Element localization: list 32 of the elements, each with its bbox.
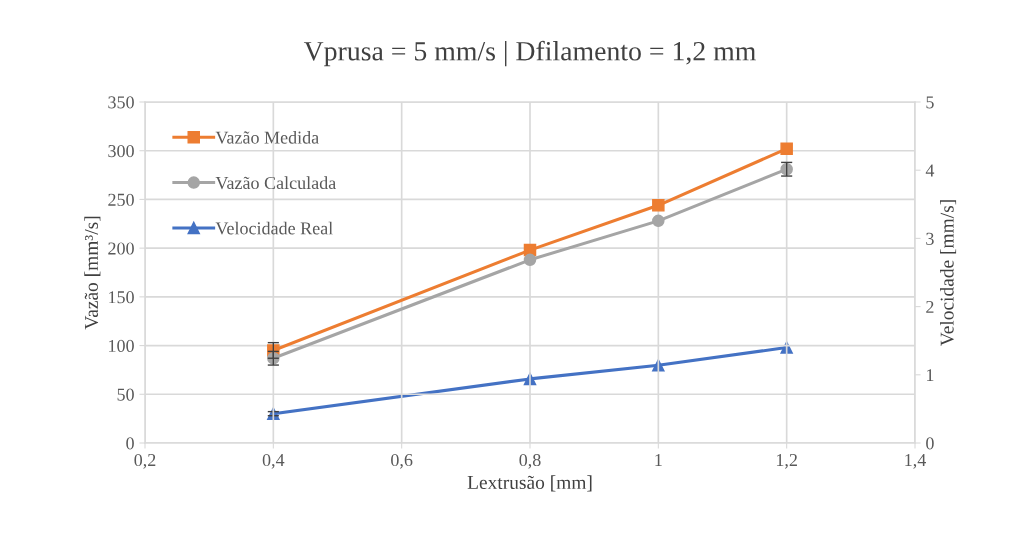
legend-label: Velocidade Real	[215, 221, 333, 235]
point	[523, 253, 537, 267]
y2-tick-label: 2	[926, 300, 934, 313]
y-tick-label: 50	[117, 388, 134, 401]
x-tick-label: 0,8	[519, 453, 541, 469]
x-tick-label: 1,4	[905, 454, 926, 469]
y-tick-label: 350	[108, 96, 134, 109]
x-tick-label: 1	[655, 454, 662, 466]
y2-tick-label: 5	[926, 96, 934, 109]
y-tick-label: 100	[109, 339, 134, 353]
y-tick-label: 300	[108, 144, 134, 158]
x-tick-label: 1,2	[776, 453, 797, 469]
legend-label: Vazão Calculada	[215, 176, 336, 190]
y2-tick-label: 4	[925, 164, 935, 177]
x-tick-label: 0,6	[391, 453, 413, 469]
y2-axis-title: Velocidade [mm/s]	[940, 200, 957, 346]
y2-tick-label: 0	[926, 437, 934, 450]
x-axis-title: Lextrusão [mm]	[467, 475, 592, 492]
y-tick-label: 150	[109, 291, 134, 304]
y2-tick-label: 1	[927, 369, 934, 382]
legend-label: Vazão Medida	[215, 131, 319, 144]
y2-tick-label: 3	[926, 232, 934, 245]
point	[780, 142, 793, 156]
point	[652, 199, 665, 212]
x-tick-label: 0,4	[262, 453, 285, 469]
y-axis-title: Vazão [mm³/s]	[84, 216, 101, 330]
y-tick-label: 0	[126, 437, 134, 450]
chart-title: Vprusa = 5 mm/s | Dfilamento = 1,2 mm	[303, 40, 756, 67]
y-tick-label: 200	[108, 242, 134, 255]
x-tick-label: 0,2	[134, 453, 156, 469]
point	[652, 214, 665, 228]
y-tick-label: 250	[108, 193, 134, 206]
